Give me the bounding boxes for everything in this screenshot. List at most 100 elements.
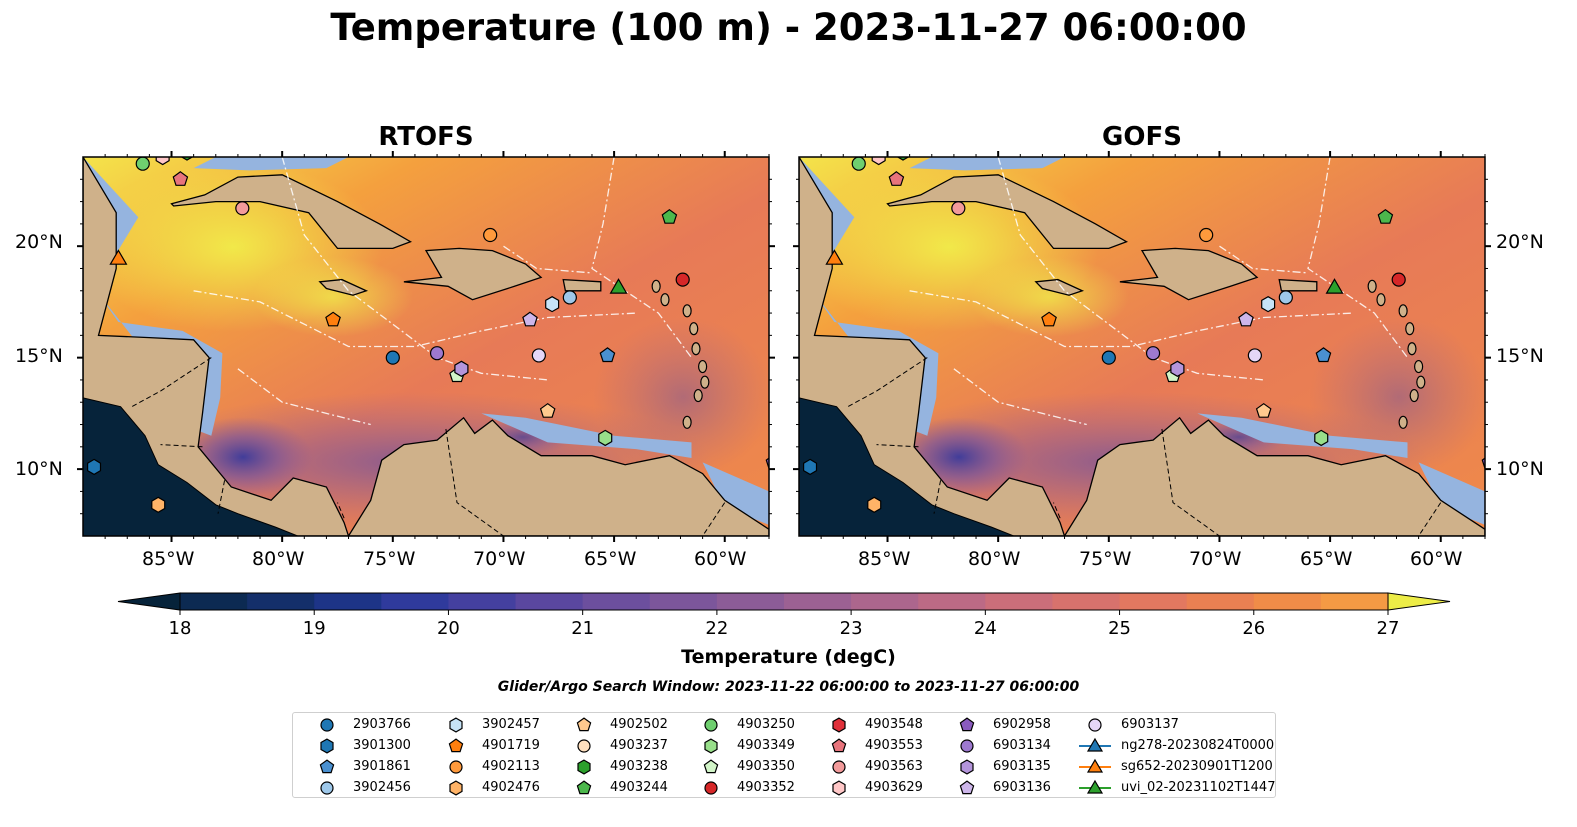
colorbar: [117, 592, 1451, 615]
legend-marker: [832, 780, 846, 796]
colorbar-bin: [985, 593, 1054, 610]
lon-tick-left-70: 70°W: [473, 548, 526, 570]
colorbar-tick-label: 25: [1108, 618, 1131, 639]
legend-label: 4903350: [737, 759, 795, 774]
legend-label: 4902476: [482, 780, 540, 795]
lat-tick-left-20: 20°N: [15, 231, 63, 253]
legend-marker: [832, 717, 846, 733]
marker-4902113: [1199, 227, 1214, 243]
colorbar-bin: [247, 593, 315, 610]
colorbar-bin: [180, 593, 248, 610]
legend-marker: [1086, 758, 1104, 773]
marker-2903766: [1101, 350, 1116, 365]
legend-label: 3901861: [353, 759, 411, 774]
rtofs-map: [77, 151, 775, 542]
legend-label: 4903250: [737, 717, 795, 732]
marker-4901719: [1041, 311, 1057, 327]
legend-label: 4903352: [737, 780, 795, 795]
colorbar-tick-label: 22: [705, 618, 729, 639]
lon-tick-left-65: 65°W: [584, 548, 637, 570]
gofs-panel-title: GOFS: [1102, 122, 1182, 152]
legend-marker: [320, 738, 334, 754]
legend-marker: [577, 739, 591, 753]
legend-marker: [959, 717, 975, 732]
legend-label: 3902456: [353, 780, 411, 795]
legend-marker: [704, 738, 718, 754]
legend-marker: [960, 739, 974, 753]
legend-label: 4901719: [482, 738, 540, 753]
legend-label: 4903237: [610, 738, 668, 753]
legend-marker: [448, 738, 464, 753]
marker-4903563: [951, 201, 966, 216]
legend-marker: [449, 780, 463, 796]
rtofs-panel-title: RTOFS: [378, 122, 474, 152]
colorbar-bin: [649, 593, 718, 610]
marker-sg652-20230901T1200: [825, 249, 844, 265]
marker-6903134: [429, 346, 445, 361]
colorbar-bin: [851, 593, 919, 610]
colorbar-bin: [515, 593, 584, 610]
colorbar-tick-label: 23: [839, 618, 863, 639]
legend-marker: [832, 760, 846, 774]
legend-label: uvi_02-20231102T1447: [1121, 780, 1276, 795]
lon-tick-left-85: 85°W: [142, 548, 195, 570]
marker-4903352: [675, 272, 690, 287]
legend-label: 3901300: [353, 738, 411, 753]
marker-4903352: [1391, 272, 1406, 287]
marker-2903766: [385, 350, 400, 365]
legend-label: 6903137: [1121, 717, 1179, 732]
marker-6903137: [531, 348, 546, 363]
marker-4901719: [325, 311, 341, 327]
colorbar-tick-label: 27: [1376, 618, 1400, 639]
legend-label: 4903349: [737, 738, 795, 753]
marker-3901300: [86, 458, 102, 476]
marker-3902456: [562, 290, 577, 305]
marker-4903244: [1377, 208, 1394, 224]
legend-label: 6903136: [993, 780, 1051, 795]
legend-marker: [704, 781, 718, 795]
lon-tick-right-60: 60°W: [1410, 548, 1463, 570]
colorbar-label: Temperature (degC): [681, 646, 896, 668]
colorbar-tick-label: 18: [168, 618, 192, 639]
colorbar-bin: [314, 593, 382, 610]
legend-marker: [449, 717, 463, 733]
marker-4903563: [235, 201, 250, 216]
legend-label: 4902502: [610, 717, 668, 732]
legend-label: 4903244: [610, 780, 668, 795]
marker-4903244: [661, 208, 678, 224]
marker-4903349: [598, 429, 613, 447]
legend-marker: [320, 781, 334, 795]
legend-label: 4903238: [610, 759, 668, 774]
colorbar-tick-label: 24: [973, 618, 997, 639]
lon-tick-right-85: 85°W: [858, 548, 911, 570]
legend-marker: [319, 759, 335, 774]
marker-3901861: [599, 347, 616, 363]
marker-6903136: [1238, 311, 1254, 327]
marker-6903135: [1170, 360, 1185, 377]
colorbar-bin: [1186, 593, 1255, 610]
lat-tick-left-15: 15°N: [15, 345, 63, 367]
lon-tick-right-75: 75°W: [1079, 548, 1132, 570]
marker-uvi_02-20231102T1447: [1325, 278, 1344, 294]
search-window-text: Glider/Argo Search Window: 2023-11-22 06…: [497, 679, 1080, 695]
colorbar-bin: [381, 593, 450, 610]
marker-4902476: [151, 496, 166, 513]
legend-label: 4903553: [865, 738, 923, 753]
marker-4903238: [180, 157, 194, 161]
marker-4903349: [1314, 429, 1329, 447]
legend-marker: [831, 738, 847, 753]
legend-label: 4902113: [482, 759, 540, 774]
marker-4903629: [155, 157, 170, 166]
colorbar-bin: [1320, 593, 1389, 610]
marker-4903250: [135, 157, 150, 171]
legend-label: 4903548: [865, 717, 923, 732]
marker-4902502: [1255, 402, 1272, 418]
legend-marker: [959, 780, 975, 795]
lon-tick-right-80: 80°W: [968, 548, 1021, 570]
marker-4903629: [871, 157, 886, 166]
colorbar-tick-label: 19: [302, 618, 326, 639]
legend-marker: [449, 760, 463, 774]
legend-marker: [1086, 737, 1104, 752]
lat-tick-right-20: 20°N: [1496, 231, 1544, 253]
colorbar-bin: [716, 593, 785, 610]
